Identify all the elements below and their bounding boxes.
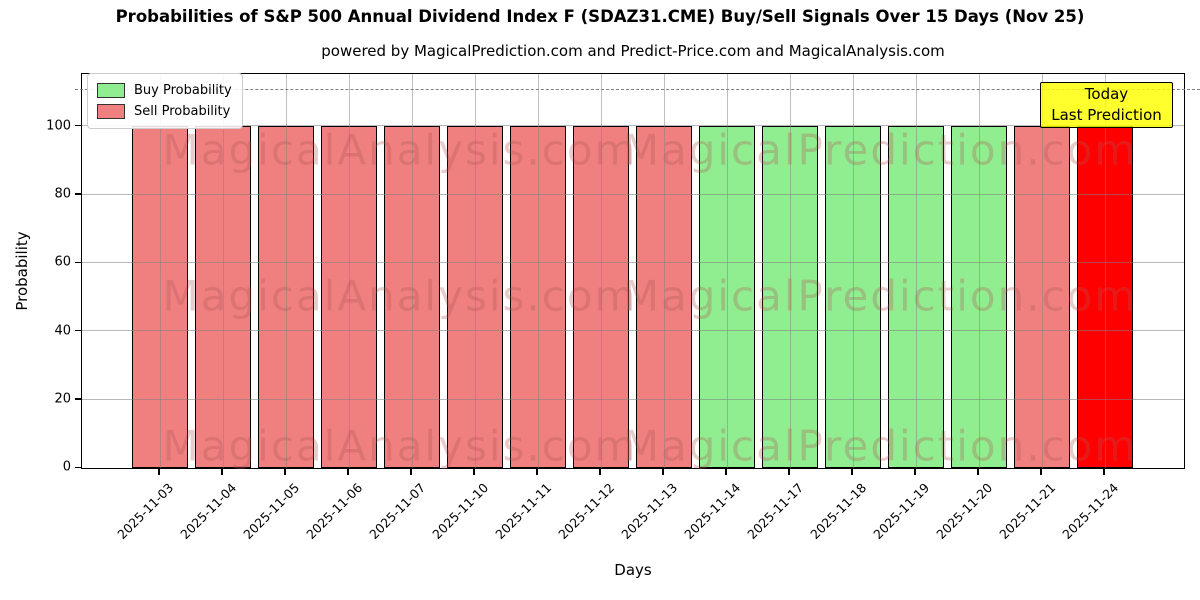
y-tick-100 [75,124,81,127]
x-tick-label-11: 2025-11-18 [807,480,870,542]
gridline-v-9 [726,74,728,468]
x-tick-10 [788,469,790,475]
x-tick-6 [536,469,538,475]
x-tick-14 [1040,469,1042,475]
x-tick-label-6: 2025-11-11 [492,480,555,542]
x-tick-label-4: 2025-11-07 [366,480,429,542]
x-tick-label-3: 2025-11-06 [303,480,366,542]
x-tick-label-1: 2025-11-04 [177,480,240,542]
legend-label-0: Buy Probability [134,83,232,98]
gridline-v-2 [286,74,288,468]
x-tick-label-12: 2025-11-19 [870,480,933,542]
x-tick-0 [158,469,160,475]
gridline-v-12 [915,74,917,468]
x-tick-2 [284,469,286,475]
chart-title: Probabilities of S&P 500 Annual Dividend… [115,7,1085,26]
gridline-v-11 [852,74,854,468]
x-tick-15 [1103,469,1105,475]
y-tick-label-60: 60 [54,254,71,270]
gridline-h-80 [82,193,1184,195]
gridline-v-5 [475,74,477,468]
y-tick-label-40: 40 [54,323,71,339]
gridline-v-13 [978,74,980,468]
y-tick-80 [75,193,81,195]
y-tick-40 [75,330,81,332]
y-tick-0 [75,466,81,469]
x-tick-label-8: 2025-11-13 [618,480,681,542]
gridline-h-100 [82,125,1184,127]
x-tick-label-2: 2025-11-05 [240,480,303,542]
x-tick-label-9: 2025-11-14 [681,480,744,542]
gridline-v-14 [1041,74,1043,468]
gridline-h-20 [82,398,1184,400]
x-tick-4 [410,469,412,475]
x-tick-11 [851,469,853,475]
x-tick-label-7: 2025-11-12 [555,480,618,542]
dashed-threshold-line [75,89,1200,90]
gridline-v-7 [601,74,602,468]
gridline-v-10 [789,74,791,468]
x-tick-5 [473,469,475,475]
y-tick-label-80: 80 [54,186,71,202]
y-tick-60 [75,261,81,264]
gridline-v-0 [160,74,162,468]
y-tick-label-0: 0 [62,459,71,475]
x-axis-label: Days [614,561,652,579]
plot-area [81,73,1185,469]
gridline-v-6 [538,74,540,468]
annotation-line-1: Today [1084,85,1129,103]
gridline-h-60 [82,261,1184,263]
gridline-v-8 [663,74,665,468]
gridline-v-3 [349,74,351,468]
gridline-v-4 [412,74,414,468]
gridline-h-40 [82,330,1184,332]
legend-item-0: Buy Probability [97,80,233,101]
x-tick-13 [977,469,979,475]
legend-item-1: Sell Probability [97,101,233,122]
x-tick-8 [662,469,664,475]
legend-swatch-0 [97,83,125,98]
x-tick-label-15: 2025-11-24 [1059,480,1122,542]
x-tick-label-13: 2025-11-20 [933,480,996,542]
x-tick-label-10: 2025-11-17 [744,480,807,542]
y-tick-20 [75,398,81,400]
annotation-line-2: Last Prediction [1051,106,1162,124]
legend-swatch-1 [97,104,125,119]
x-tick-12 [914,469,916,475]
x-tick-7 [599,469,601,475]
x-tick-label-0: 2025-11-03 [114,480,177,542]
gridline-v-1 [223,74,225,468]
y-tick-label-100: 100 [46,118,71,134]
x-tick-3 [347,469,349,475]
legend: Buy Probability Sell Probability [87,73,243,129]
x-tick-9 [725,469,727,475]
x-tick-label-5: 2025-11-10 [429,480,492,542]
x-tick-label-14: 2025-11-21 [996,480,1059,542]
x-tick-1 [221,469,223,475]
chart-subtitle: powered by MagicalPrediction.com and Pre… [321,42,945,60]
y-axis-label: Probability [13,231,31,311]
gridline-v-15 [1104,74,1106,468]
legend-label-1: Sell Probability [134,104,231,119]
y-tick-label-20: 20 [54,391,71,407]
today-annotation: Today Last Prediction [1040,82,1173,128]
